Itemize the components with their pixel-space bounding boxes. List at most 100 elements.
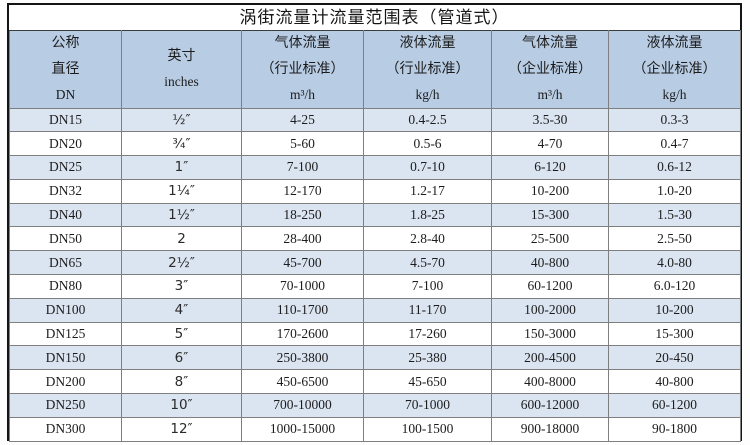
cell-gas-industry: 170-2600	[241, 321, 364, 347]
cell-liquid-enterprise: 1.5-30	[608, 202, 741, 228]
header-gas-enterprise: 气体流量 （企业标准） m³/h	[491, 30, 609, 109]
cell-liquid-industry: 1.2-17	[363, 178, 492, 204]
cell-inches: 1″	[121, 155, 242, 180]
table-row: DN15 ½″ 4-25 0.4-2.5 3.5-30 0.3-3	[9, 107, 741, 133]
cell-inches: 12″	[121, 416, 242, 442]
table-body: DN15 ½″ 4-25 0.4-2.5 3.5-30 0.3-3 DN20 ¾…	[9, 107, 741, 442]
cell-gas-enterprise: 200-4500	[491, 345, 609, 371]
cell-gas-enterprise: 150-3000	[491, 321, 609, 347]
table-title: 涡街流量计流量范围表（管道式）	[9, 5, 740, 30]
cell-gas-industry: 700-10000	[241, 393, 364, 418]
table-header: 公称 直径 DN 英寸 inches 气体流量 （行业标准） m³/h 液体流量…	[9, 30, 741, 109]
cell-liquid-enterprise: 6.0-120	[608, 274, 741, 299]
cell-liquid-enterprise: 0.3-3	[608, 107, 741, 133]
cell-dn: DN200	[9, 369, 122, 395]
cell-gas-industry: 28-400	[241, 226, 364, 252]
cell-inches: 2	[121, 226, 242, 252]
header-dn-line3: DN	[55, 87, 76, 102]
cell-dn: DN150	[9, 345, 122, 371]
cell-gas-industry: 45-700	[241, 250, 364, 276]
cell-inches: 6″	[121, 345, 242, 371]
cell-gas-industry: 110-1700	[241, 297, 364, 323]
cell-inches: ¾″	[121, 131, 242, 157]
cell-gas-enterprise: 900-18000	[491, 416, 609, 442]
cell-dn: DN15	[9, 107, 122, 133]
cell-liquid-enterprise: 10-200	[608, 297, 741, 323]
cell-liquid-enterprise: 0.6-12	[608, 155, 741, 180]
cell-dn: DN40	[9, 202, 122, 228]
cell-liquid-enterprise: 0.4-7	[608, 131, 741, 157]
cell-inches: 1½″	[121, 202, 242, 228]
header-inches-line1: 英寸	[167, 48, 196, 64]
table-row: DN25 1″ 7-100 0.7-10 6-120 0.6-12	[9, 155, 741, 180]
cell-gas-enterprise: 25-500	[491, 226, 609, 252]
cell-liquid-enterprise: 40-800	[608, 369, 741, 395]
cell-dn: DN20	[9, 131, 122, 157]
cell-gas-industry: 1000-15000	[241, 416, 364, 442]
cell-liquid-industry: 4.5-70	[363, 250, 492, 276]
header-inches-line3: inches	[164, 74, 199, 90]
cell-dn: DN25	[9, 155, 122, 180]
header-gas-enterprise-line1: 气体流量	[522, 36, 578, 51]
header-liquid-enterprise-line1: 液体流量	[646, 36, 703, 51]
cell-gas-enterprise: 600-12000	[491, 393, 609, 418]
cell-gas-industry: 5-60	[241, 131, 364, 157]
cell-inches: 3″	[121, 274, 242, 299]
header-liquid-industry-line1: 液体流量	[399, 36, 456, 51]
cell-gas-enterprise: 60-1200	[491, 274, 609, 299]
cell-gas-industry: 18-250	[241, 202, 364, 228]
cell-gas-enterprise: 6-120	[491, 155, 609, 180]
header-inches: 英寸 inches	[121, 30, 242, 109]
table-row: DN250 10″ 700-10000 70-1000 600-12000 60…	[9, 393, 741, 418]
cell-dn: DN100	[9, 297, 122, 323]
cell-liquid-industry: 45-650	[363, 369, 492, 395]
cell-dn: DN32	[9, 178, 122, 204]
cell-dn: DN80	[9, 274, 122, 299]
cell-gas-enterprise: 400-8000	[491, 369, 609, 395]
header-dn: 公称 直径 DN	[9, 30, 122, 109]
cell-liquid-industry: 17-260	[363, 321, 492, 347]
cell-inches: 1¼″	[121, 178, 242, 204]
header-row: 公称 直径 DN 英寸 inches 气体流量 （行业标准） m³/h 液体流量…	[9, 30, 741, 109]
header-liquid-enterprise-line3: kg/h	[662, 87, 687, 102]
table-row: DN200 8″ 450-6500 45-650 400-8000 40-800	[9, 369, 741, 395]
header-liquid-industry-line3: kg/h	[415, 87, 440, 102]
cell-inches: 5″	[121, 321, 242, 347]
table-row: DN80 3″ 70-1000 7-100 60-1200 6.0-120	[9, 274, 741, 299]
cell-inches: 2½″	[121, 250, 242, 276]
table-row: DN65 2½″ 45-700 4.5-70 40-800 4.0-80	[9, 250, 741, 276]
cell-liquid-enterprise: 60-1200	[608, 393, 741, 418]
cell-inches: 8″	[121, 369, 242, 395]
cell-gas-industry: 450-6500	[241, 369, 364, 395]
header-liquid-industry: 液体流量 （行业标准） kg/h	[363, 30, 492, 109]
cell-inches: 10″	[121, 393, 242, 418]
cell-liquid-industry: 11-170	[363, 297, 492, 323]
header-dn-line1: 公称	[51, 36, 80, 51]
cell-liquid-industry: 7-100	[363, 274, 492, 299]
cell-liquid-industry: 2.8-40	[363, 226, 492, 252]
table-row: DN50 2 28-400 2.8-40 25-500 2.5-50	[9, 226, 741, 252]
cell-gas-enterprise: 4-70	[491, 131, 609, 157]
cell-gas-enterprise: 15-300	[491, 202, 609, 228]
cell-liquid-enterprise: 90-1800	[608, 416, 741, 442]
cell-liquid-enterprise: 15-300	[608, 321, 741, 347]
table-row: DN300 12″ 1000-15000 100-1500 900-18000 …	[9, 416, 741, 442]
cell-gas-enterprise: 10-200	[491, 178, 609, 204]
flow-range-table: 公称 直径 DN 英寸 inches 气体流量 （行业标准） m³/h 液体流量…	[9, 30, 741, 442]
header-liquid-industry-line2: （行业标准）	[385, 61, 470, 77]
cell-liquid-enterprise: 1.0-20	[608, 178, 741, 204]
cell-inches: ½″	[121, 107, 242, 133]
cell-gas-industry: 70-1000	[241, 274, 364, 299]
header-gas-enterprise-line3: m³/h	[537, 87, 563, 102]
cell-liquid-industry: 0.5-6	[363, 131, 492, 157]
cell-liquid-enterprise: 2.5-50	[608, 226, 741, 252]
cell-gas-enterprise: 3.5-30	[491, 107, 609, 133]
cell-liquid-enterprise: 4.0-80	[608, 250, 741, 276]
cell-liquid-industry: 25-380	[363, 345, 492, 371]
cell-dn: DN50	[9, 226, 122, 252]
cell-gas-enterprise: 100-2000	[491, 297, 609, 323]
cell-liquid-industry: 0.4-2.5	[363, 107, 492, 133]
cell-dn: DN65	[9, 250, 122, 276]
cell-gas-industry: 250-3800	[241, 345, 364, 371]
header-gas-industry-line3: m³/h	[289, 87, 316, 102]
